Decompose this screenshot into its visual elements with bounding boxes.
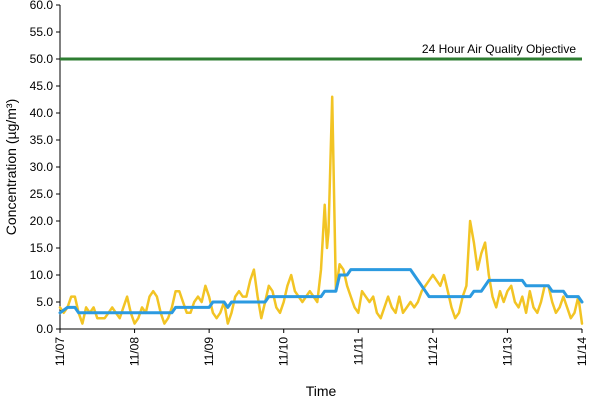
y-tick-label: 40.0 bbox=[30, 106, 54, 120]
x-tick-label: 11/13 bbox=[500, 337, 514, 366]
y-tick-label: 0.0 bbox=[36, 322, 53, 336]
x-axis-title: Time bbox=[306, 383, 337, 399]
x-tick-label: 11/11 bbox=[351, 337, 365, 366]
y-tick-label: 60.0 bbox=[30, 0, 54, 12]
objective-label: 24 Hour Air Quality Objective bbox=[422, 42, 576, 56]
x-tick-label: 11/07 bbox=[53, 337, 67, 366]
x-tick-label: 11/12 bbox=[426, 337, 440, 366]
y-tick-label: 35.0 bbox=[30, 133, 54, 147]
x-tick-label: 11/08 bbox=[128, 337, 142, 366]
series-line-1 bbox=[58, 95, 584, 325]
y-tick-label: 20.0 bbox=[30, 214, 54, 228]
y-tick-label: 55.0 bbox=[30, 25, 54, 39]
x-tick-label: 11/14 bbox=[575, 337, 589, 366]
y-tick-label: 10.0 bbox=[30, 268, 54, 282]
objective-layer: 24 Hour Air Quality Objective bbox=[60, 42, 582, 61]
y-tick-label: 30.0 bbox=[30, 160, 54, 174]
x-tick-labels: 11/07 11/08 11/09 11/10 11/11 11/12 11/13 11/14 bbox=[53, 337, 589, 366]
series-line-2 bbox=[58, 268, 584, 315]
y-tick-label: 45.0 bbox=[30, 79, 54, 93]
x-tick-label: 11/09 bbox=[202, 337, 216, 366]
series-layer bbox=[58, 95, 584, 325]
x-tick-label: 11/10 bbox=[277, 337, 291, 366]
y-tick-label: 25.0 bbox=[30, 187, 54, 201]
y-tick-label: 50.0 bbox=[30, 52, 54, 66]
y-tick-label: 15.0 bbox=[30, 241, 54, 255]
y-axis-title: Concentration (µg/m³) bbox=[3, 99, 19, 235]
y-tick-label: 5.0 bbox=[36, 295, 53, 309]
y-tick-labels: 0.0 5.0 10.0 15.0 20.0 25.0 30.0 35.0 40.0 45.0 50… bbox=[30, 0, 54, 336]
